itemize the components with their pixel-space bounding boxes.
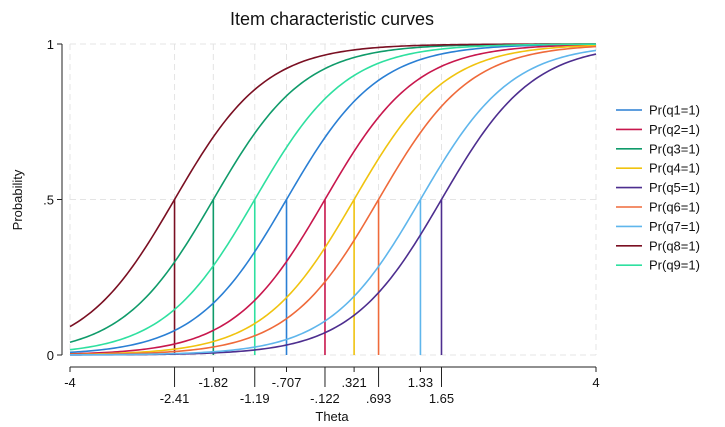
y-axis-label: Probability — [10, 169, 25, 230]
legend-label-pr-q8-1: Pr(q8=1) — [649, 238, 700, 253]
legend-label-pr-q5-1: Pr(q5=1) — [649, 180, 700, 195]
x-tick-label: -.122 — [310, 391, 340, 406]
x-tick-label: 4 — [592, 375, 599, 390]
legend-label-pr-q7-1: Pr(q7=1) — [649, 219, 700, 234]
x-tick-label: 1.33 — [408, 375, 433, 390]
x-tick-label: .321 — [341, 375, 366, 390]
y-tick-label: .5 — [43, 193, 54, 208]
x-tick-label: -1.82 — [199, 375, 229, 390]
x-axis-label: Theta — [315, 409, 349, 424]
legend-label-pr-q1-1: Pr(q1=1) — [649, 103, 700, 118]
legend-label-pr-q6-1: Pr(q6=1) — [649, 200, 700, 215]
chart-title: Item characteristic curves — [230, 9, 434, 29]
x-tick-label: .693 — [366, 391, 391, 406]
legend-label-pr-q3-1: Pr(q3=1) — [649, 141, 700, 156]
legend-label-pr-q9-1: Pr(q9=1) — [649, 258, 700, 273]
legend-label-pr-q4-1: Pr(q4=1) — [649, 161, 700, 176]
x-tick-label: -4 — [64, 375, 76, 390]
x-tick-label: -.707 — [272, 375, 302, 390]
x-tick-label: -1.19 — [240, 391, 270, 406]
x-tick-label: 1.65 — [429, 391, 454, 406]
x-tick-label: -2.41 — [160, 391, 190, 406]
y-tick-label: 0 — [47, 348, 54, 363]
y-tick-label: 1 — [47, 37, 54, 52]
legend-label-pr-q2-1: Pr(q2=1) — [649, 122, 700, 137]
